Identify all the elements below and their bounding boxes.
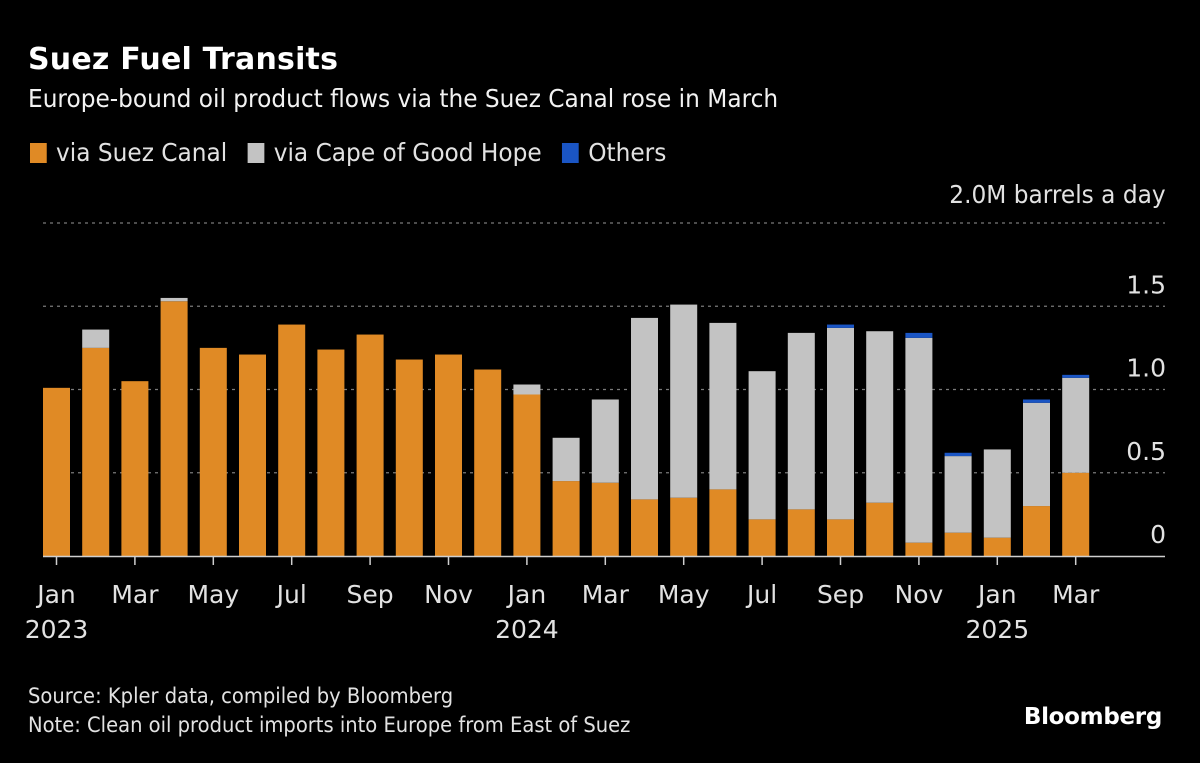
bar-suez	[591, 482, 619, 556]
bar-cape	[866, 331, 894, 503]
bar-suez	[1023, 506, 1050, 556]
bar-others	[827, 324, 854, 328]
bar-others	[944, 452, 972, 457]
legend-swatch-suez	[30, 142, 47, 163]
bar-cape	[670, 304, 698, 498]
bar-cape	[983, 449, 1011, 538]
x-tick-year-label: 2025	[965, 615, 1029, 644]
bar-suez	[905, 542, 933, 556]
bar-cape	[1023, 402, 1050, 507]
x-tick-label: Mar	[1052, 580, 1100, 609]
x-tick-label: Jul	[745, 580, 777, 609]
bar-cape	[82, 329, 110, 348]
bar-suez	[552, 481, 580, 556]
bar-others	[1023, 399, 1050, 403]
chart-subtitle: Europe-bound oil product flows via the S…	[28, 84, 779, 113]
y-tick-label: 0.5	[1126, 437, 1166, 466]
bar-others	[905, 332, 933, 338]
y-axis-labels: 0 0.5 1.0 1.5	[1126, 270, 1166, 549]
bloomberg-logo: Bloomberg	[1023, 704, 1162, 730]
bar-suez	[82, 347, 110, 556]
bar-cape	[1062, 377, 1090, 473]
legend-item-cape: via Cape of Good Hope	[247, 138, 542, 167]
bar-cape	[787, 332, 815, 510]
x-tick-label: May	[187, 580, 239, 609]
bar-suez	[474, 369, 502, 556]
footer: Source: Kpler data, compiled by Bloomber…	[28, 682, 630, 740]
legend-swatch-others	[562, 142, 579, 163]
bars	[43, 297, 1090, 556]
bar-suez	[121, 381, 149, 556]
x-tick-label: Jan	[976, 580, 1017, 609]
bar-suez	[944, 532, 972, 556]
bar-suez	[199, 347, 227, 556]
x-tick-label: Nov	[895, 580, 944, 609]
bar-suez	[866, 502, 894, 556]
y-tick-label: 1.5	[1126, 270, 1166, 299]
legend-item-others: Others	[562, 138, 666, 167]
legend-swatch-cape	[247, 142, 265, 163]
x-tick-label: Nov	[424, 580, 473, 609]
bar-suez	[435, 354, 462, 556]
x-tick-label: Mar	[582, 580, 630, 609]
bar-suez	[43, 387, 70, 556]
legend-label-others: Others	[588, 138, 667, 167]
bar-suez	[983, 537, 1011, 556]
bar-suez	[513, 394, 541, 556]
bar-suez	[278, 324, 306, 556]
bar-suez	[670, 497, 698, 556]
data-note: Note: Clean oil product imports into Eur…	[28, 713, 631, 737]
chart-title: Suez Fuel Transits	[28, 42, 339, 77]
x-tick-label: Jan	[506, 580, 547, 609]
x-tick-label: Jan	[35, 580, 76, 609]
y-tick-label: 0	[1150, 520, 1166, 549]
bar-cape	[905, 337, 933, 543]
legend-label-cape: via Cape of Good Hope	[273, 138, 542, 167]
bar-suez	[787, 509, 815, 556]
x-tick-label: Jul	[275, 580, 307, 609]
bar-suez	[827, 519, 854, 556]
bar-suez	[748, 519, 776, 556]
source-note: Source: Kpler data, compiled by Bloomber…	[28, 684, 454, 708]
x-tick-label: May	[658, 580, 710, 609]
x-axis: Jan 2023 Mar May Jul Sep Nov Jan 2024 Mar May Jul Se…	[25, 555, 1165, 644]
bar-suez	[160, 301, 188, 556]
bar-cape	[631, 317, 658, 500]
bar-suez	[239, 354, 266, 556]
legend: via Suez Canal via Cape of Good Hope Oth…	[30, 138, 687, 167]
bar-suez	[709, 489, 737, 556]
bar-suez	[356, 334, 384, 556]
bar-cape	[552, 437, 580, 482]
bar-cape	[748, 371, 776, 520]
bar-cape	[944, 456, 972, 533]
x-tick-year-label: 2023	[25, 615, 89, 644]
bar-cape	[827, 327, 854, 520]
bar-suez	[317, 349, 345, 556]
bar-cape	[160, 297, 188, 302]
y-axis-unit-label: 2.0M barrels a day	[949, 180, 1166, 209]
bar-others	[1062, 374, 1090, 378]
x-tick-label: Mar	[111, 580, 159, 609]
bar-suez	[1062, 472, 1090, 556]
bar-cape	[591, 399, 619, 483]
x-tick-label: Sep	[817, 580, 864, 609]
legend-label-suez: via Suez Canal	[56, 138, 228, 167]
bar-cape	[709, 322, 737, 490]
bar-suez	[395, 359, 423, 556]
x-tick-label: Sep	[347, 580, 394, 609]
bar-cape	[513, 384, 541, 395]
legend-item-suez: via Suez Canal	[30, 138, 227, 167]
x-tick-year-label: 2024	[495, 615, 559, 644]
bar-suez	[631, 499, 658, 556]
y-tick-label: 1.0	[1126, 354, 1166, 383]
